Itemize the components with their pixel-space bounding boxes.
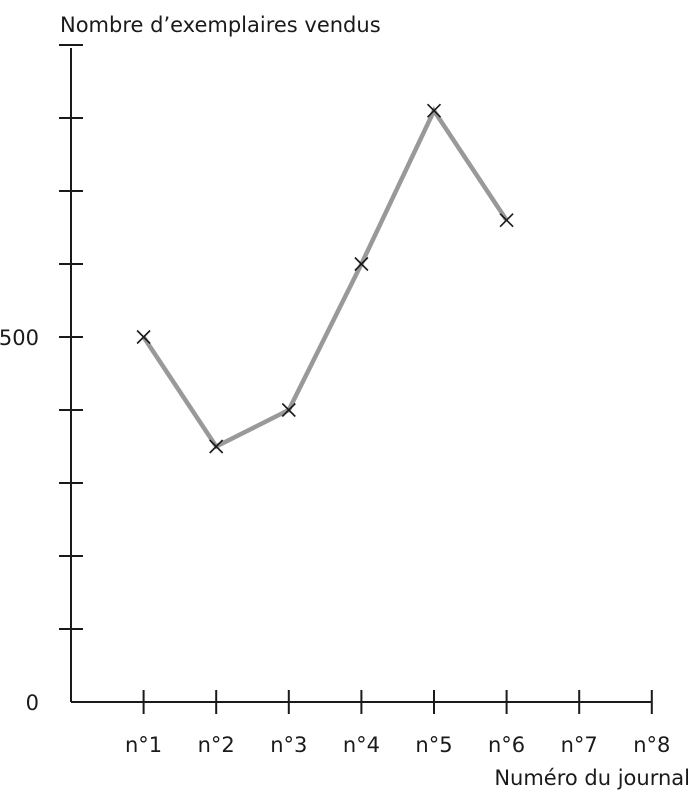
data-point-marker (281, 402, 296, 418)
y-axis-title: Nombre d’exemplaires vendus (60, 13, 381, 37)
series (136, 103, 514, 454)
ticks (59, 44, 653, 714)
data-point-marker (499, 213, 514, 228)
y-tick-label: 0 (26, 691, 39, 715)
axes (70, 48, 652, 703)
x-axis-title: Numéro du journal (494, 766, 690, 790)
y-tick-label: 500 (0, 326, 39, 350)
data-point-marker (426, 103, 442, 118)
x-tick-label: n°1 (125, 733, 162, 757)
data-point-marker (354, 256, 369, 272)
data-point-marker (136, 329, 151, 345)
x-tick-label: n°7 (561, 733, 598, 757)
x-tick-label: n°3 (270, 733, 307, 757)
x-tick-label: n°6 (488, 733, 525, 757)
x-tick-label: n°8 (633, 733, 670, 757)
tick-labels: 0 500 n°1 n°2 n°3 n°4 n°5 n°6 n°7 n°8 (0, 326, 670, 757)
data-point-marker (209, 439, 224, 454)
x-tick-label: n°2 (198, 733, 235, 757)
series-line (141, 106, 509, 450)
x-tick-label: n°5 (415, 733, 452, 757)
x-tick-label: n°4 (343, 733, 380, 757)
